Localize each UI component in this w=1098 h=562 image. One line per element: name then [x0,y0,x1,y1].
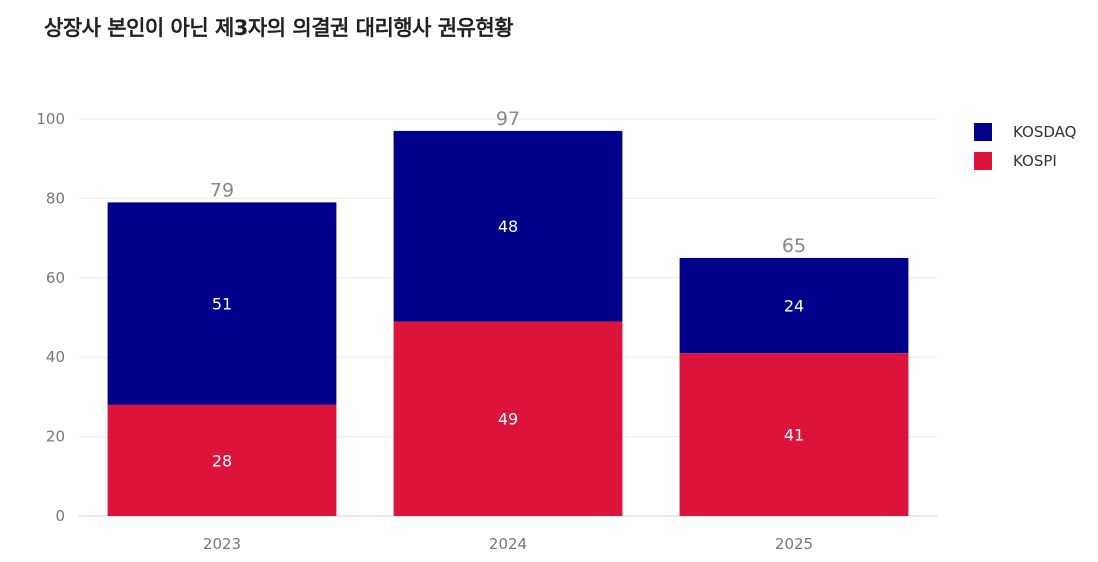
x-tick-label-2025: 2025 [775,535,813,553]
bars-layer [107,130,909,516]
data-label-kosdaq-2023: 51 [212,295,232,314]
legend-swatch-kospi [974,152,992,170]
data-label-kosdaq-2025: 24 [784,297,804,316]
bar-kosdaq-2023 [107,202,337,405]
y-tick-label-0: 0 [55,507,65,525]
total-label-2023: 79 [210,179,234,201]
y-tick-label-40: 40 [46,348,65,366]
data-label-kospi-2025: 41 [784,426,804,445]
data-label-kospi-2023: 28 [212,451,232,470]
x-tick-label-2023: 2023 [203,535,241,553]
legend-item-kospi[interactable]: KOSPI [974,151,1076,171]
labels-layer: 28 51 79 49 48 97 41 24 65 [210,108,806,471]
legend-item-kosdaq[interactable]: KOSDAQ [974,122,1076,142]
total-label-2025: 65 [782,235,806,257]
bar-kosdaq-2024 [393,130,623,322]
y-tick-label-60: 60 [46,269,65,287]
y-tick-label-20: 20 [46,428,65,446]
bar-kospi-2024 [393,321,623,516]
bar-kospi-2025 [679,353,909,516]
bar-kospi-2023 [107,404,337,516]
bar-kosdaq-2025 [679,257,909,354]
y-tick-label-100: 100 [36,110,65,128]
legend-swatch-kosdaq [974,123,992,141]
chart-title: 상장사 본인이 아닌 제3자의 의결권 대리행사 권유현황 [44,16,514,40]
y-axis: 0 20 40 60 80 100 [36,110,65,525]
y-tick-label-80: 80 [46,189,65,207]
data-label-kosdaq-2024: 48 [498,217,518,236]
x-tick-label-2024: 2024 [489,535,527,553]
total-label-2024: 97 [496,108,520,130]
legend: KOSDAQ KOSPI [974,122,1076,180]
legend-label-kospi: KOSPI [1013,152,1057,170]
legend-label-kosdaq: KOSDAQ [1013,123,1077,141]
data-label-kospi-2024: 49 [498,410,518,429]
x-axis: 2023 2024 2025 [203,535,813,553]
